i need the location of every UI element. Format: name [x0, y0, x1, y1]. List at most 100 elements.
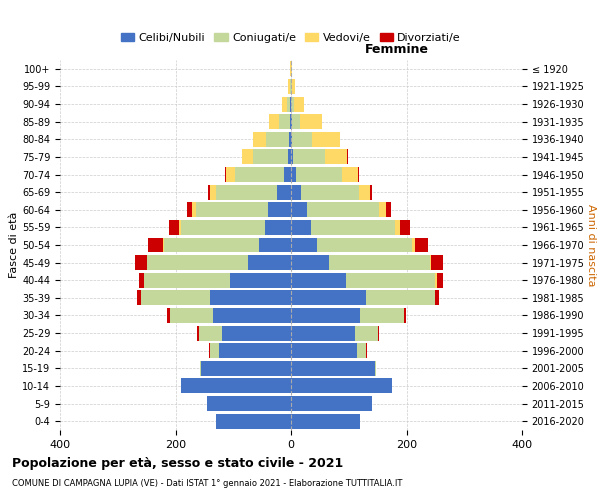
Bar — [208, 184, 210, 200]
Bar — [210, 184, 216, 200]
Bar — [294, 96, 304, 112]
Bar — [355, 326, 377, 340]
Bar — [170, 308, 213, 323]
Bar — [400, 220, 410, 235]
Bar — [187, 202, 191, 218]
Bar — [370, 184, 372, 200]
Bar — [179, 220, 181, 235]
Bar — [293, 150, 325, 164]
Bar — [291, 96, 294, 112]
Bar — [141, 290, 210, 306]
Bar — [290, 114, 291, 129]
Bar — [415, 238, 428, 252]
Bar — [291, 184, 301, 200]
Bar — [210, 290, 291, 306]
Bar — [342, 167, 358, 182]
Bar — [311, 220, 395, 235]
Bar — [375, 361, 376, 376]
Bar — [148, 238, 163, 252]
Bar — [135, 255, 146, 270]
Bar — [181, 378, 291, 394]
Bar — [430, 255, 431, 270]
Bar — [291, 414, 360, 428]
Bar — [292, 79, 295, 94]
Bar — [431, 255, 443, 270]
Text: COMUNE DI CAMPAGNA LUPIA (VE) - Dati ISTAT 1° gennaio 2021 - Elaborazione TUTTIT: COMUNE DI CAMPAGNA LUPIA (VE) - Dati IST… — [12, 479, 403, 488]
Bar — [202, 361, 291, 376]
Bar — [209, 343, 210, 358]
Bar — [358, 343, 366, 358]
Bar — [199, 326, 222, 340]
Bar — [181, 220, 265, 235]
Bar — [296, 167, 342, 182]
Bar — [213, 308, 291, 323]
Y-axis label: Fasce di età: Fasce di età — [9, 212, 19, 278]
Bar — [216, 184, 277, 200]
Bar — [226, 167, 235, 182]
Bar — [291, 343, 358, 358]
Bar — [144, 273, 230, 287]
Bar — [163, 238, 164, 252]
Bar — [404, 308, 406, 323]
Bar — [291, 202, 307, 218]
Bar — [287, 96, 290, 112]
Bar — [265, 220, 291, 235]
Bar — [291, 62, 292, 76]
Bar — [359, 184, 370, 200]
Bar — [167, 308, 170, 323]
Bar — [169, 220, 179, 235]
Bar — [230, 273, 291, 287]
Bar — [313, 132, 340, 147]
Bar — [269, 114, 280, 129]
Bar — [329, 255, 430, 270]
Bar — [139, 273, 144, 287]
Bar — [299, 114, 322, 129]
Bar — [366, 290, 436, 306]
Bar — [235, 167, 284, 182]
Bar — [291, 220, 311, 235]
Y-axis label: Anni di nascita: Anni di nascita — [586, 204, 596, 286]
Bar — [386, 202, 391, 218]
Bar — [325, 150, 347, 164]
Bar — [291, 290, 366, 306]
Bar — [360, 308, 404, 323]
Bar — [307, 202, 379, 218]
Bar — [290, 79, 291, 94]
Bar — [207, 396, 291, 411]
Bar — [291, 238, 317, 252]
Bar — [219, 343, 291, 358]
Bar — [289, 132, 291, 147]
Bar — [284, 167, 291, 182]
Bar — [291, 326, 355, 340]
Legend: Celibi/Nubili, Coniugati/e, Vedovi/e, Divorziati/e: Celibi/Nubili, Coniugati/e, Vedovi/e, Di… — [116, 28, 466, 48]
Bar — [436, 273, 437, 287]
Bar — [287, 150, 291, 164]
Bar — [216, 414, 291, 428]
Text: Popolazione per età, sesso e stato civile - 2021: Popolazione per età, sesso e stato civil… — [12, 458, 343, 470]
Bar — [253, 150, 287, 164]
Bar — [291, 361, 375, 376]
Bar — [248, 255, 291, 270]
Bar — [346, 273, 436, 287]
Bar — [253, 132, 266, 147]
Bar — [291, 255, 329, 270]
Bar — [317, 238, 412, 252]
Bar — [292, 132, 313, 147]
Text: Femmine: Femmine — [365, 44, 429, 57]
Bar — [222, 326, 291, 340]
Bar — [283, 96, 287, 112]
Bar — [436, 290, 439, 306]
Bar — [164, 238, 259, 252]
Bar — [291, 273, 346, 287]
Bar — [379, 202, 386, 218]
Bar — [301, 184, 359, 200]
Bar — [277, 184, 291, 200]
Bar — [288, 79, 290, 94]
Bar — [197, 326, 199, 340]
Bar — [137, 290, 141, 306]
Bar — [437, 273, 443, 287]
Bar — [242, 150, 253, 164]
Bar — [268, 202, 291, 218]
Bar — [225, 167, 226, 182]
Bar — [146, 255, 248, 270]
